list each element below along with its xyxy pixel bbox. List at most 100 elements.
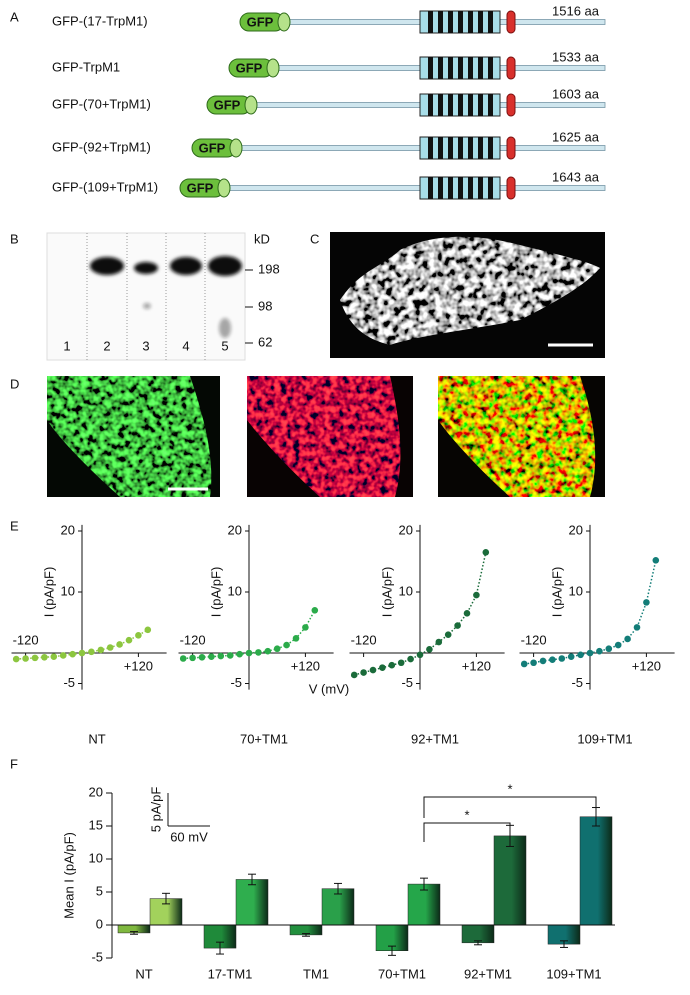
data-point (179, 655, 187, 662)
data-point (283, 641, 290, 649)
data-point (454, 622, 461, 629)
data-point (198, 653, 206, 661)
c-term-domain (506, 56, 516, 80)
scale-label: 60 mV (170, 829, 208, 844)
cell-image (247, 376, 401, 497)
bar (493, 835, 527, 926)
tm-segment (488, 177, 493, 199)
panel-label: A (10, 9, 19, 24)
y-tick-label: 10 (228, 583, 242, 598)
data-point (473, 591, 480, 599)
tm-segment (428, 57, 433, 79)
panel-label: E (10, 518, 19, 533)
tm-segment (468, 11, 473, 33)
y-tick-label: 10 (399, 583, 413, 598)
gfp-label: GFP (199, 140, 226, 155)
data-point (482, 549, 490, 556)
data-point (292, 635, 300, 642)
data-point (596, 647, 603, 655)
y-tick-label: 20 (399, 522, 413, 537)
bar (579, 816, 613, 926)
error-bar (560, 940, 568, 948)
data-point (586, 649, 594, 657)
tm-segment (478, 11, 483, 33)
tm-segment (438, 94, 443, 116)
data-point (78, 649, 86, 657)
data-point (350, 671, 358, 679)
band (143, 303, 151, 309)
data-point (12, 655, 20, 663)
data-point (144, 626, 152, 634)
y-axis-label: I (pA/pF) (549, 567, 564, 618)
data-point (360, 669, 367, 676)
x-tick-label: 92+TM1 (464, 966, 512, 981)
gfp-cap (266, 58, 280, 78)
tm-segment (448, 94, 453, 116)
tm-segment (458, 137, 463, 159)
error-bar (420, 877, 428, 891)
cell-image (47, 376, 212, 497)
marker-label: 198 (258, 261, 280, 276)
y-tick-label: -5 (571, 675, 583, 690)
x-tick-label: 109+TM1 (546, 966, 601, 981)
construct-name: GFP-(70+TrpM1) (52, 96, 151, 111)
lane-number: 2 (103, 338, 110, 353)
iv-curve (354, 552, 487, 676)
tm-segment (468, 57, 473, 79)
chart-title: 109+TM1 (577, 731, 632, 746)
data-point (264, 647, 272, 655)
gfp-label: GFP (187, 180, 214, 195)
x-tick-label: -120 (521, 632, 547, 647)
panel-label: F (10, 756, 18, 771)
tm-segment (428, 137, 433, 159)
construct-name: GFP-(17-TrpM1) (52, 13, 148, 28)
tm-segment (428, 94, 433, 116)
tm-segment (478, 137, 483, 159)
data-point (88, 648, 95, 656)
error-bar (388, 945, 396, 956)
lane-number: 3 (142, 338, 149, 353)
y-tick-label: -5 (230, 675, 242, 690)
cell-image (438, 376, 596, 497)
scale-label: 5 pA/pF (148, 787, 163, 833)
tm-segment (478, 57, 483, 79)
data-point (652, 556, 660, 564)
construct-length: 1603 aa (552, 86, 600, 101)
data-point (539, 657, 547, 665)
tm-segment (488, 137, 493, 159)
construct-length: 1533 aa (552, 49, 600, 64)
error-bar (162, 892, 170, 905)
significance-bracket (423, 822, 511, 842)
error-bar (474, 940, 482, 946)
x-tick-label: -120 (351, 632, 377, 647)
data-point (643, 599, 650, 606)
data-point (624, 635, 631, 643)
data-point (549, 656, 556, 664)
lane-number: 5 (221, 338, 228, 353)
tm-segment (448, 11, 453, 33)
gfp-cap (217, 178, 231, 198)
x-tick-label: 70+TM1 (378, 966, 426, 981)
x-tick-label: +120 (462, 658, 491, 673)
data-point (302, 624, 309, 631)
data-point (407, 655, 414, 663)
construct-name: GFP-TrpM1 (52, 59, 120, 74)
lane-number: 4 (182, 338, 189, 353)
panel-label: D (10, 376, 19, 391)
y-tick-label: 15 (89, 817, 103, 832)
data-point (369, 666, 377, 674)
y-tick-label: -5 (91, 949, 103, 964)
data-point (69, 650, 76, 658)
data-point (135, 632, 142, 639)
data-point (97, 646, 105, 654)
error-bar (248, 873, 256, 886)
gel (46, 232, 246, 361)
tm-segment (448, 57, 453, 79)
data-point (426, 646, 433, 653)
panel-label: C (310, 231, 319, 246)
data-point (236, 650, 243, 658)
c-term-domain (506, 10, 516, 34)
data-point (633, 624, 641, 631)
tm-segment (468, 94, 473, 116)
